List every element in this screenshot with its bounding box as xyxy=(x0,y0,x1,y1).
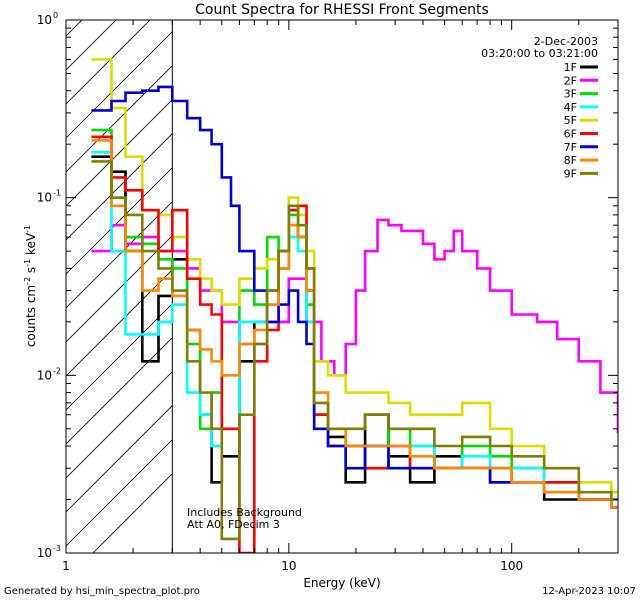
hatch-line xyxy=(66,167,173,275)
hatch-line xyxy=(66,65,173,173)
hatch-line xyxy=(66,20,117,71)
hatch-line xyxy=(66,31,173,139)
series-line-3F xyxy=(91,128,618,501)
background-annotation: Includes Background xyxy=(187,506,302,519)
hatch-line xyxy=(66,337,173,445)
hatch-line xyxy=(66,439,173,547)
x-tick-label: 1 xyxy=(62,559,70,573)
y-tick-label: 10 xyxy=(37,191,52,205)
y-tick-label: 10 xyxy=(37,368,52,382)
series-lines xyxy=(91,58,618,553)
series-line-2F xyxy=(91,218,618,434)
hatched-region xyxy=(66,0,173,553)
x-tick-label: 10 xyxy=(281,559,296,573)
date-label: 2-Dec-2003 xyxy=(534,35,598,48)
hatch-line xyxy=(66,201,173,309)
legend-label-3F: 3F xyxy=(564,88,577,101)
series-line-9F xyxy=(91,160,618,541)
legend-label-9F: 9F xyxy=(564,167,577,180)
footer-generated-by: Generated by hsi_min_spectra_plot.pro xyxy=(4,586,200,597)
hatch-line xyxy=(66,20,83,37)
y-tick-label: 10 xyxy=(37,13,52,27)
hatch-line xyxy=(66,405,173,513)
hatch-line xyxy=(66,0,172,2)
legend-label-6F: 6F xyxy=(564,128,577,141)
hatch-line xyxy=(66,20,151,105)
footer-timestamp: 12-Apr-2023 10:07 xyxy=(542,586,636,597)
plot-frame xyxy=(65,19,619,554)
legend-label-8F: 8F xyxy=(564,154,577,167)
hatch-line xyxy=(92,473,173,553)
y-tick-label: 10 xyxy=(37,546,52,560)
y-axis-label: counts cm-2 s-1 keV-1 xyxy=(23,225,38,347)
attenuator-annotation: Att A0, FDecim 3 xyxy=(187,518,280,531)
series-line-5F xyxy=(91,58,618,494)
hatch-line xyxy=(66,303,173,411)
x-axis-label: Energy (keV) xyxy=(303,576,380,590)
legend-label-1F: 1F xyxy=(564,61,577,74)
y-tick-exponent: -2 xyxy=(53,366,61,375)
legend-label-4F: 4F xyxy=(564,101,577,114)
hatch-line xyxy=(66,99,173,207)
y-tick-exponent: -3 xyxy=(53,544,61,553)
hatch-line xyxy=(66,269,173,377)
x-tick-label: 100 xyxy=(500,559,523,573)
hatch-line xyxy=(66,235,173,343)
legend-label-7F: 7F xyxy=(564,141,577,154)
hatch-line xyxy=(66,133,173,241)
legend-label-2F: 2F xyxy=(564,74,577,87)
time-range-label: 03:20:00 to 03:21:00 xyxy=(481,47,598,60)
y-tick-exponent: 0 xyxy=(53,11,58,20)
hatch-line xyxy=(66,371,173,479)
legend-label-5F: 5F xyxy=(564,114,577,127)
chart-title: Count Spectra for RHESSI Front Segments xyxy=(195,2,489,18)
y-tick-exponent: -1 xyxy=(53,189,61,198)
